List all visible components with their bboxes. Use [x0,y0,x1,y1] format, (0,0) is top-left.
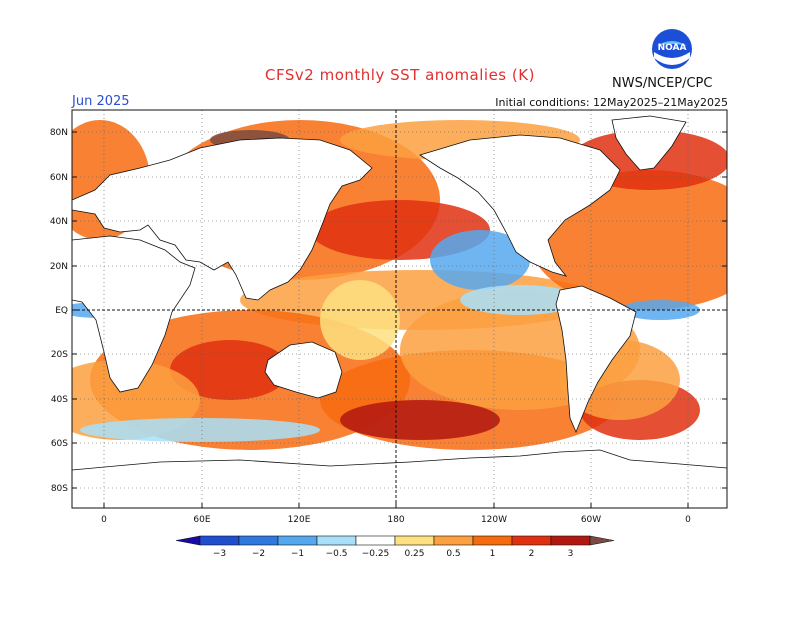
lon-tick-label: 0 [101,515,107,525]
initial-conditions-label: Initial conditions: 12May2025–21May2025 [495,96,728,109]
eurasia-landmass [72,137,373,301]
lat-tick-label: 20N [50,262,68,272]
colorbar-segment [355,535,396,546]
colorbar-segment [472,535,513,546]
lat-tick-label: 40N [50,217,68,227]
colorbar-segment [316,535,357,546]
lon-tick-label: 180 [387,515,404,525]
colorbar-label: −0.5 [326,549,348,559]
colorbar-label: −3 [213,549,226,559]
anomaly-patch [80,418,320,442]
colorbar-low-arrow [175,535,201,546]
africa-landmass [72,235,196,393]
lon-tick-label: 120W [481,515,507,525]
logo-text: NOAA [658,43,687,53]
colorbar-segment [277,535,318,546]
north-america-landmass [419,134,621,277]
colorbar-label: −2 [252,549,265,559]
land-masses [72,115,727,508]
colorbar-label: 2 [529,549,535,559]
lon-tick-label: 60W [581,515,601,525]
longitude-ticks: 0 60E 120E 180 120W 60W 0 [101,503,691,525]
lat-tick-label: 40S [51,395,68,405]
colorbar-label: −0.25 [362,549,390,559]
lat-tick-label: 80S [51,484,68,494]
colorbar-segment [394,535,435,546]
colorbar-label: 0.5 [446,549,460,559]
colorbar-high-arrow [589,535,615,546]
latitude-ticks: 80N 60N 40N 20N EQ 20S 40S 60S 80S [50,128,727,494]
australia-landmass [264,341,343,399]
lon-tick-label: 120E [288,515,311,525]
colorbar: −3 −2 −1 −0.5 −0.25 0.25 0.5 1 2 3 [175,535,615,559]
agency-label: NWS/NCEP/CPC [612,76,713,91]
anomaly-patch [460,285,580,315]
anomaly-patch [320,280,400,360]
lat-tick-label: 60S [51,439,68,449]
noaa-logo: NOAA [652,29,692,69]
colorbar-label: 3 [568,549,574,559]
colorbar-segment [238,535,279,546]
anomaly-patch [170,340,290,400]
greenland-landmass [611,115,687,171]
colorbar-segment [511,535,552,546]
south-america-landmass [555,285,637,434]
chart-title: CFSv2 monthly SST anomalies (K) [265,66,535,84]
antarctica-landmass [72,449,727,508]
valid-month-label: Jun 2025 [72,94,130,109]
lat-tick-label: 80N [50,128,68,138]
colorbar-segment [433,535,474,546]
lon-tick-label: 60E [193,515,210,525]
colorbar-label: 0.25 [404,549,424,559]
colorbar-segment [199,535,240,546]
anomaly-patch [430,230,530,290]
lon-tick-label: 0 [685,515,691,525]
lat-tick-label: EQ [55,306,68,316]
lat-tick-label: 20S [51,350,68,360]
anomaly-patch [340,400,500,440]
map-frame [71,109,728,509]
colorbar-label: −1 [291,549,304,559]
colorbar-label: 1 [490,549,496,559]
lat-tick-label: 60N [50,173,68,183]
colorbar-segment [550,535,591,546]
